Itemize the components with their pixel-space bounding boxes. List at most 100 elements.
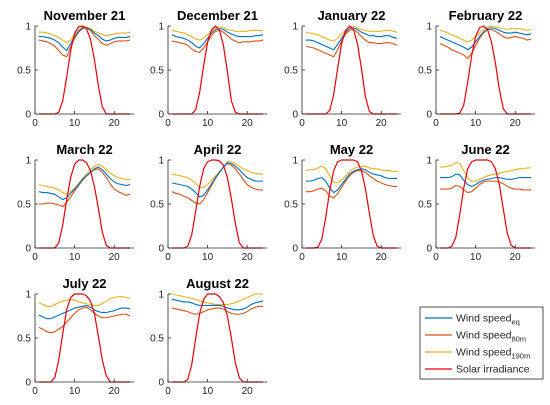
- series-line-m190: [171, 293, 264, 306]
- y-tick-label: 1: [25, 156, 31, 167]
- y-tick-label: 0.5: [284, 200, 298, 211]
- x-tick-label: 20: [376, 252, 388, 263]
- legend-label-subscript: 80m: [511, 335, 526, 344]
- legend-label-subscript: eq: [511, 318, 519, 327]
- y-tick-label: 0: [426, 110, 432, 121]
- y-tick-label: 1: [426, 156, 432, 167]
- series-line-m80: [305, 170, 398, 199]
- y-tick-label: 0: [158, 110, 164, 121]
- y-tick-label: 1: [426, 22, 432, 33]
- series-line-eq: [305, 168, 398, 194]
- series-line-eq: [171, 28, 264, 49]
- x-tick-label: 0: [433, 118, 439, 129]
- series-line-solar: [305, 25, 398, 115]
- series-line-solar: [171, 293, 264, 383]
- x-tick-label: 20: [242, 252, 254, 263]
- x-tick-label: 0: [32, 386, 38, 397]
- panel-4: February 22 0 10 20 0 0.5 1: [418, 8, 535, 129]
- y-tick-label: 0: [292, 244, 298, 255]
- x-tick-label: 10: [336, 252, 348, 263]
- x-tick-label: 10: [202, 386, 214, 397]
- x-tick-label: 0: [165, 386, 171, 397]
- panel-title: December 21: [177, 8, 258, 23]
- series-line-eq: [171, 298, 264, 311]
- series-line-m80: [38, 306, 131, 334]
- x-tick-label: 0: [299, 118, 305, 129]
- x-tick-label: 20: [109, 252, 121, 263]
- x-tick-label: 20: [109, 386, 121, 397]
- legend-label-solar: Solar irradiance: [456, 364, 530, 376]
- series-line-m80: [38, 27, 131, 58]
- x-tick-label: 10: [202, 118, 214, 129]
- legend-label-m80: Wind speed80m: [456, 330, 526, 344]
- legend-label-text: Wind speed: [456, 347, 512, 359]
- y-tick-label: 0: [25, 378, 31, 389]
- x-tick-label: 20: [109, 118, 121, 129]
- x-tick-label: 0: [299, 252, 305, 263]
- x-tick-label: 10: [202, 252, 214, 263]
- panel-title: April 22: [194, 142, 242, 157]
- panel-title: June 22: [461, 142, 509, 157]
- x-tick-label: 0: [32, 118, 38, 129]
- series-line-m190: [38, 26, 131, 44]
- legend-box: [419, 306, 544, 380]
- y-tick-label: 0.5: [17, 200, 31, 211]
- x-tick-label: 0: [32, 252, 38, 263]
- panel-2: December 21 0 10 20 0 0.5 1: [150, 8, 267, 129]
- legend-label-m190: Wind speed190m: [456, 347, 530, 361]
- x-tick-label: 20: [376, 118, 388, 129]
- panel-10: August 22 0 10 20 0 0.5 1: [150, 276, 267, 397]
- y-tick-label: 1: [292, 156, 298, 167]
- x-tick-label: 20: [242, 386, 254, 397]
- panel-8: June 22 0 10 20 0 0.5 1: [418, 142, 535, 263]
- y-tick-label: 0.5: [418, 66, 432, 77]
- series-line-eq: [439, 27, 532, 51]
- y-tick-label: 0: [25, 110, 31, 121]
- series-line-eq: [38, 166, 131, 201]
- legend-label-eq: Wind speedeq: [456, 313, 520, 327]
- x-tick-label: 10: [470, 252, 482, 263]
- y-tick-label: 0: [292, 110, 298, 121]
- x-tick-label: 0: [165, 118, 171, 129]
- series-line-m80: [305, 28, 398, 58]
- series-line-eq: [439, 173, 532, 187]
- series-line-m190: [305, 25, 398, 42]
- y-tick-label: 0: [158, 244, 164, 255]
- legend-label-text: Wind speed: [456, 313, 512, 325]
- x-tick-label: 20: [242, 118, 254, 129]
- series-line-m190: [38, 296, 131, 307]
- panel-3: January 22 0 10 20 0 0.5 1: [284, 8, 401, 129]
- legend-label-text: Wind speed: [456, 330, 512, 342]
- y-tick-label: 0.5: [17, 66, 31, 77]
- series-line-m190: [171, 161, 264, 188]
- series-line-m80: [171, 162, 264, 205]
- legend-label-subscript: 190m: [511, 352, 530, 361]
- x-tick-label: 0: [433, 252, 439, 263]
- series-line-m80: [171, 305, 264, 315]
- series-line-m190: [305, 165, 398, 184]
- x-tick-label: 10: [69, 386, 81, 397]
- panel-title: May 22: [330, 142, 373, 157]
- y-tick-label: 1: [25, 22, 31, 33]
- y-tick-label: 0.5: [150, 334, 164, 345]
- y-tick-label: 0.5: [284, 66, 298, 77]
- y-tick-label: 1: [158, 156, 164, 167]
- panel-title: November 21: [44, 8, 126, 23]
- y-tick-label: 0: [158, 378, 164, 389]
- panel-title: March 22: [56, 142, 112, 157]
- legend-label-text: Solar irradiance: [456, 364, 530, 376]
- y-tick-label: 1: [292, 22, 298, 33]
- series-line-m80: [439, 180, 532, 194]
- panel-6: April 22 0 10 20 0 0.5 1: [150, 142, 267, 263]
- x-tick-label: 20: [510, 118, 522, 129]
- panel-5: March 22 0 10 20 0 0.5 1: [17, 142, 134, 263]
- x-tick-label: 20: [510, 252, 522, 263]
- x-tick-label: 10: [69, 252, 81, 263]
- panel-title: January 22: [318, 8, 386, 23]
- series-line-solar: [439, 159, 532, 249]
- x-tick-label: 10: [336, 118, 348, 129]
- panel-title: August 22: [186, 276, 249, 291]
- series-line-m190: [38, 163, 131, 195]
